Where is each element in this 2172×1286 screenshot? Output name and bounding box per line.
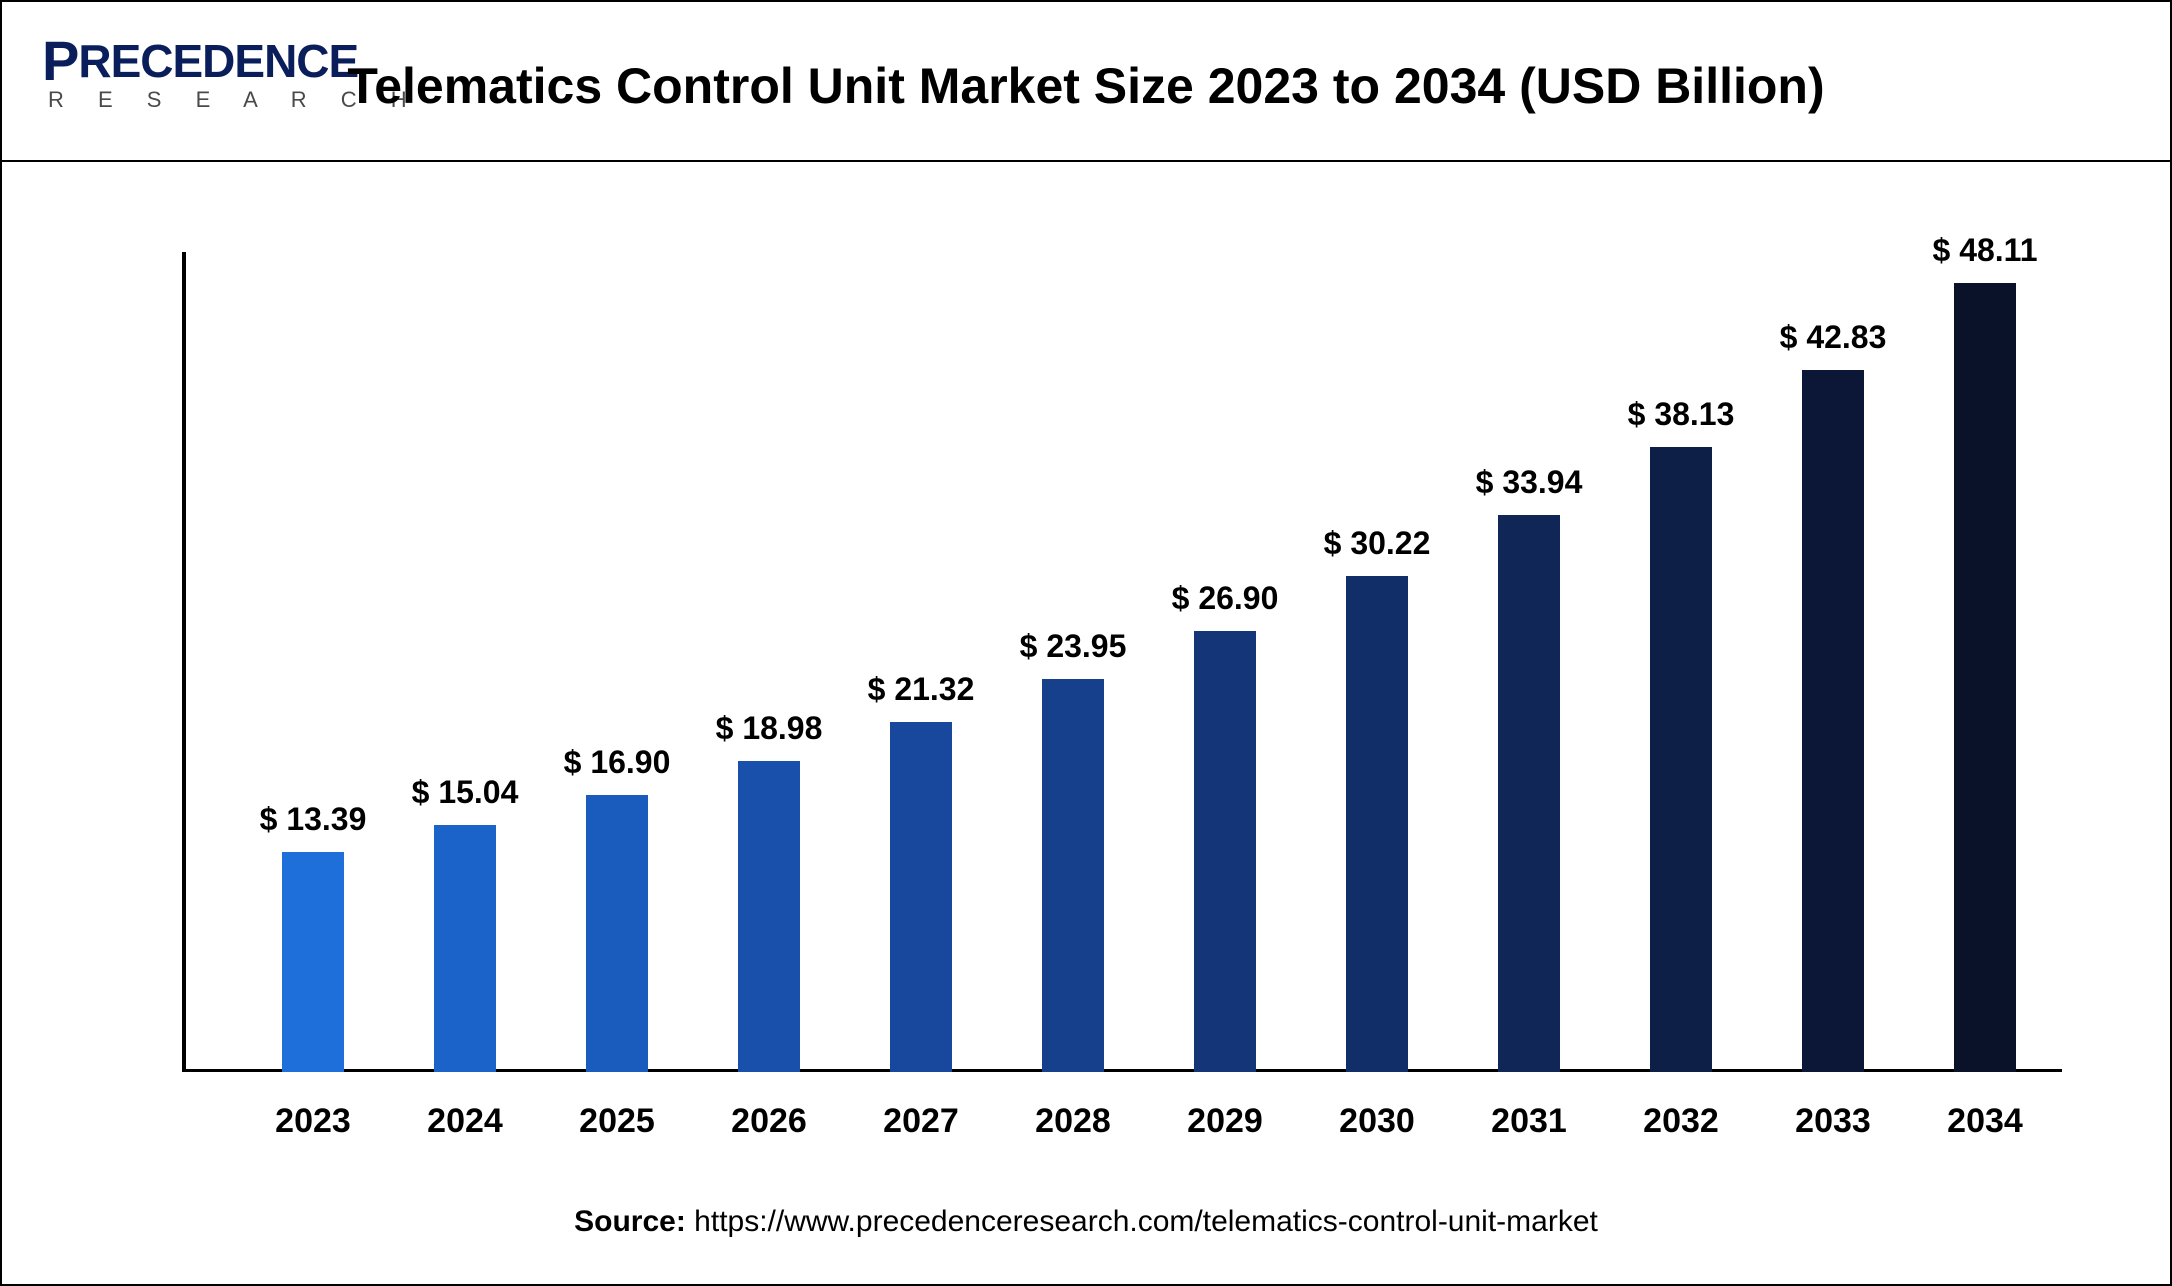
bar-group: $ 13.39	[282, 852, 344, 1072]
x-axis-label: 2023	[275, 1102, 351, 1141]
bar	[890, 722, 952, 1072]
bar-value-label: $ 16.90	[564, 744, 671, 781]
bar-value-label: $ 18.98	[716, 710, 823, 747]
bar-group: $ 16.90	[586, 795, 648, 1072]
bar-group: $ 15.04	[434, 825, 496, 1072]
x-axis-label: 2027	[883, 1102, 959, 1141]
bar-value-label: $ 26.90	[1172, 580, 1279, 617]
bar	[1802, 370, 1864, 1072]
header: PRECEDENCE R E S E A R C H Telematics Co…	[2, 2, 2170, 162]
bar	[1954, 283, 2016, 1072]
bar-value-label: $ 48.11	[1933, 232, 2038, 269]
x-axis-label: 2028	[1035, 1102, 1111, 1141]
bar-value-label: $ 21.32	[868, 671, 975, 708]
x-axis-label: 2029	[1187, 1102, 1263, 1141]
chart-area: $ 13.39 $ 15.04 $ 16.90 $ 18.98 $ 21.32 $ 23.…	[182, 252, 2062, 1072]
bar-value-label: $ 23.95	[1020, 628, 1127, 665]
y-axis	[182, 252, 186, 1072]
bar-group: $ 42.83	[1802, 370, 1864, 1072]
source-line: Source: https://www.precedenceresearch.c…	[2, 1205, 2170, 1239]
bar-group: $ 26.90	[1194, 631, 1256, 1072]
bar-value-label: $ 38.13	[1628, 396, 1735, 433]
bar-group: $ 18.98	[738, 761, 800, 1072]
source-url: https://www.precedenceresearch.com/telem…	[694, 1205, 1598, 1238]
bar-group: $ 30.22	[1346, 576, 1408, 1072]
bar-group: $ 38.13	[1650, 447, 1712, 1072]
x-axis-label: 2034	[1947, 1102, 2023, 1141]
bar-value-label: $ 42.83	[1780, 319, 1887, 356]
bar-group: $ 48.11	[1954, 283, 2016, 1072]
bar	[586, 795, 648, 1072]
source-label: Source:	[574, 1205, 686, 1238]
bar	[738, 761, 800, 1072]
bar	[1650, 447, 1712, 1072]
x-axis-label: 2024	[427, 1102, 503, 1141]
bar-group: $ 33.94	[1498, 515, 1560, 1072]
bar-value-label: $ 33.94	[1476, 464, 1583, 501]
bar-group: $ 23.95	[1042, 679, 1104, 1072]
bar	[282, 852, 344, 1072]
x-axis-label: 2026	[731, 1102, 807, 1141]
bar-value-label: $ 15.04	[412, 774, 519, 811]
x-axis-label: 2030	[1339, 1102, 1415, 1141]
x-axis-label: 2025	[579, 1102, 655, 1141]
bar-group: $ 21.32	[890, 722, 952, 1072]
bar	[1498, 515, 1560, 1072]
chart-title: Telematics Control Unit Market Size 2023…	[2, 57, 2170, 115]
bar	[434, 825, 496, 1072]
bar	[1194, 631, 1256, 1072]
bar	[1042, 679, 1104, 1072]
x-axis-label: 2033	[1795, 1102, 1871, 1141]
bar-value-label: $ 30.22	[1324, 525, 1431, 562]
x-axis-label: 2032	[1643, 1102, 1719, 1141]
bar	[1346, 576, 1408, 1072]
bar-value-label: $ 13.39	[260, 801, 367, 838]
x-axis-label: 2031	[1491, 1102, 1567, 1141]
